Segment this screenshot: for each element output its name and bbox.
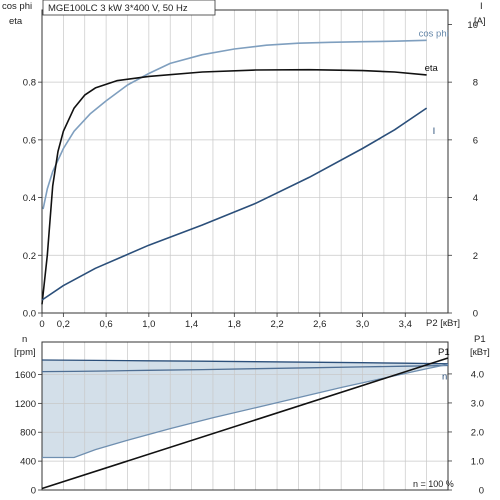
y-right-tick-label: 10 bbox=[467, 20, 478, 31]
y-left-tick-label: 0.8 bbox=[23, 78, 36, 89]
top-series-group: cos phi eta I bbox=[41, 28, 449, 305]
series-line-eta bbox=[41, 68, 427, 305]
bottom-plot-frame bbox=[41, 341, 449, 491]
y-left-tick-label: 0.6 bbox=[23, 135, 36, 146]
bottom-tick-labels: 0 400 800 1200 1600 0 1.0 2.0 3.0 4.0 bbox=[15, 369, 484, 496]
bottom-series-group: n P1 bbox=[41, 347, 450, 490]
y-right-tick-label: 8 bbox=[473, 78, 478, 89]
x-tick-label: 0 bbox=[39, 319, 44, 330]
bottom-right-axis-label-line1: P1 bbox=[474, 334, 486, 345]
top-chart: cos phi eta I 0 0,2 0,6 1,0 1,4 1,8 2,2 2,6 3,0 3,4… bbox=[2, 0, 486, 330]
bottom-gridlines bbox=[42, 342, 448, 491]
y-left-tick-label: 400 bbox=[20, 457, 36, 468]
bottom-right-axis-label-line2: [кВт] bbox=[470, 347, 490, 358]
series-line-p1 bbox=[41, 357, 449, 490]
y-right-tick-label: 4.0 bbox=[471, 369, 484, 380]
x-tick-label: 3,4 bbox=[399, 319, 412, 330]
right-axis-label-line1: I bbox=[480, 1, 483, 12]
y-left-tick-label: 1200 bbox=[15, 399, 36, 410]
y-left-tick-label: 800 bbox=[20, 428, 36, 439]
x-tick-label: 1,4 bbox=[185, 319, 198, 330]
right-axis-label-line2: [A] bbox=[474, 16, 486, 27]
speed-annotation: n = 100 % bbox=[413, 479, 454, 489]
x-tick-label: 3,0 bbox=[356, 319, 369, 330]
series-line-cos-phi bbox=[42, 39, 427, 210]
series-line-n bbox=[41, 364, 449, 373]
bottom-chart: n P1 0 400 800 1200 1600 0 1.0 2.0 3.0 4.0 n [rpm]… bbox=[14, 334, 490, 497]
x-tick-label: 0,6 bbox=[99, 319, 112, 330]
left-axis-label-line1: cos phi bbox=[2, 1, 32, 12]
bottom-left-axis-label-line2: [rpm] bbox=[14, 347, 36, 358]
y-right-tick-label: 6 bbox=[473, 135, 478, 146]
chart-title: MGE100LC 3 kW 3*400 V, 50 Hz bbox=[48, 3, 188, 14]
y-right-tick-label: 2.0 bbox=[471, 427, 484, 438]
x-tick-label: 2,2 bbox=[270, 319, 283, 330]
speed-range-area bbox=[42, 360, 448, 458]
bottom-left-axis-label-line1: n bbox=[22, 334, 27, 345]
series-line-i bbox=[41, 107, 428, 301]
series-label-cos-phi: cos phi bbox=[419, 28, 449, 39]
x-tick-label: 1,0 bbox=[142, 319, 155, 330]
left-axis-label-line2: eta bbox=[9, 16, 23, 27]
y-left-tick-label: 1600 bbox=[15, 370, 36, 381]
y-left-tick-label: 0.2 bbox=[23, 251, 36, 262]
top-plot-area bbox=[42, 10, 448, 313]
x-tick-label: 0,2 bbox=[57, 319, 70, 330]
x-tick-label: 2,6 bbox=[313, 319, 326, 330]
y-left-tick-label: 0.4 bbox=[23, 193, 36, 204]
y-right-tick-label: 0 bbox=[473, 309, 478, 320]
top-gridlines bbox=[42, 10, 448, 314]
series-label-i: I bbox=[433, 126, 436, 137]
series-label-eta: eta bbox=[425, 63, 439, 74]
y-left-tick-label: 0 bbox=[31, 486, 36, 497]
series-label-p1: P1 bbox=[438, 347, 450, 358]
y-right-tick-label: 3.0 bbox=[471, 398, 484, 409]
series-label-n: n bbox=[442, 371, 447, 382]
y-right-tick-label: 1.0 bbox=[471, 456, 484, 467]
x-tick-label: 1,8 bbox=[228, 319, 241, 330]
series-line-boundary-1 bbox=[41, 359, 449, 365]
y-left-tick-label: 0.0 bbox=[23, 309, 36, 320]
speed-range-fill bbox=[42, 360, 448, 458]
chart-title-box bbox=[42, 0, 216, 16]
y-right-tick-label: 4 bbox=[473, 193, 478, 204]
y-right-tick-label: 2 bbox=[473, 251, 478, 262]
y-right-tick-label: 0 bbox=[479, 486, 484, 497]
top-plot-frame bbox=[41, 9, 449, 314]
top-tick-labels: 0 0,2 0,6 1,0 1,4 1,8 2,2 2,6 3,0 3,4 0.0 0.2 0.4 0.6… bbox=[23, 20, 478, 330]
x-axis-label: P2 [кВт] bbox=[426, 318, 460, 329]
